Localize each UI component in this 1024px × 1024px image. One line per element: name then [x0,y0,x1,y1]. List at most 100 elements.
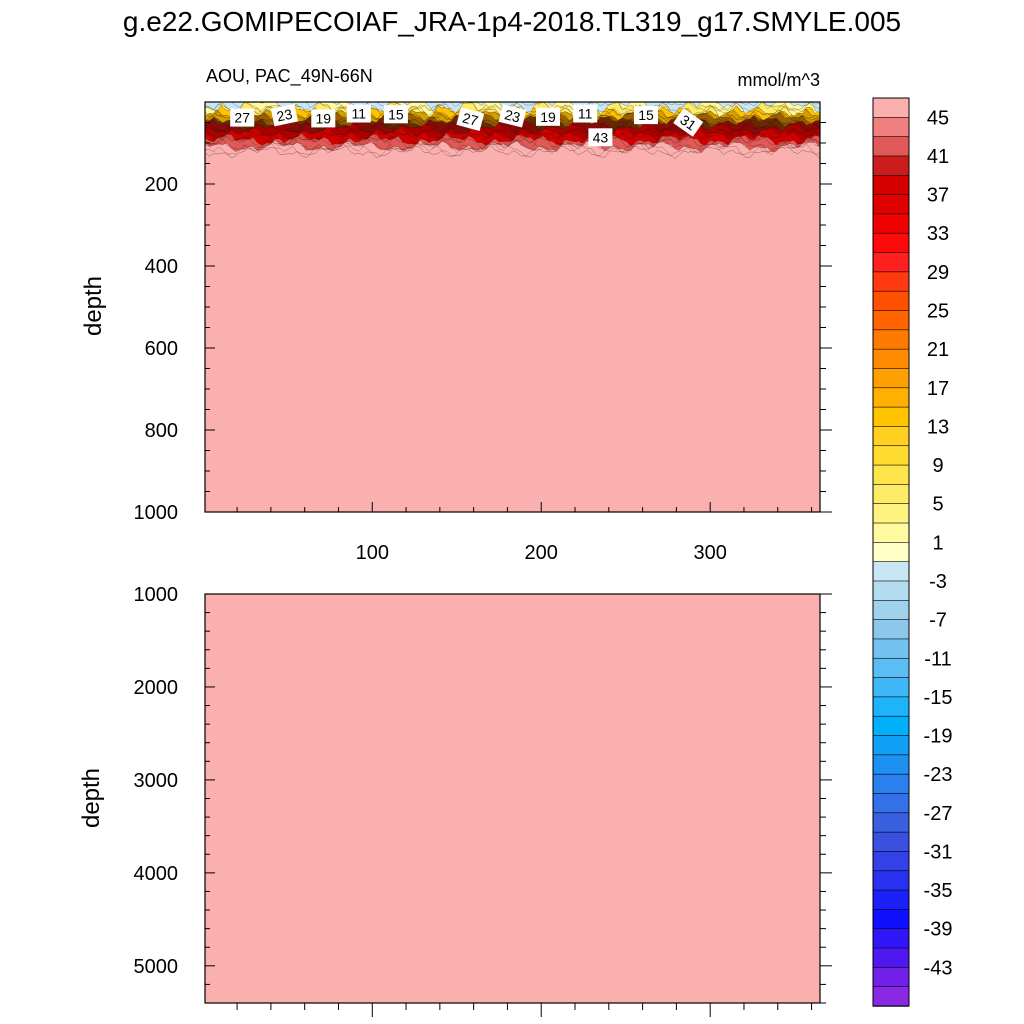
colorbar-swatch [872,329,910,350]
contour-label: 23 [270,103,299,127]
colorbar-swatch [872,155,910,176]
svg-text:27: 27 [234,110,250,126]
contour-label: 23 [498,104,527,128]
contour-label: 19 [536,107,560,126]
colorbar-swatch [872,445,910,466]
colorbar-label: -35 [924,880,953,902]
colorbar-swatch [872,426,910,447]
colorbar-label: -23 [924,764,953,786]
colorbar-label: -11 [924,648,951,670]
colorbar-swatch [872,599,910,621]
colorbar-label: 41 [927,146,949,168]
lower-y-axis-title: depth [78,768,105,828]
colorbar-swatch [872,657,910,679]
lower-plot-area [205,594,820,1003]
colorbar-label: 25 [927,301,949,323]
colorbar-swatch [872,387,910,408]
colorbar-swatch [872,773,910,795]
y-tick-label: 200 [145,174,178,196]
lower-x-axis [236,1003,813,1017]
contour-label: 11 [573,104,598,123]
upper-plot-area [205,102,820,512]
svg-text:19: 19 [316,110,332,126]
contour-line [205,134,820,150]
colorbar-swatch [872,619,910,640]
colorbar-label: 21 [927,339,949,361]
colorbar-swatch [872,117,910,138]
colorbar-swatch [872,252,910,273]
colorbar-swatch [872,889,910,911]
contour-label: 11 [346,104,371,123]
colorbar-label: -3 [929,571,947,593]
upper-y-axis-title: depth [80,276,107,336]
colorbar-swatch [872,986,910,1007]
colorbar-swatch [872,812,910,833]
svg-text:27: 27 [461,109,480,129]
lower-panel: 1000 2000 3000 4000 5000 depth [78,584,832,1017]
colorbar-swatch [872,213,910,234]
svg-text:23: 23 [503,106,522,125]
colorbar-swatch [872,542,910,563]
svg-text:11: 11 [578,106,593,122]
colorbar: 45 41 37 33 29 25 21 17 13 9 5 1 -3 -7 -11 -15 -19 -23 -27… [872,97,953,1007]
upper-contour-labels: 27 23 19 11 15 27 23 19 11 15 31 43 [230,103,704,147]
colorbar-label: 45 [927,107,949,129]
colorbar-label: -31 [924,841,953,863]
colorbar-swatch [872,735,910,756]
colorbar-swatch [872,136,910,157]
upper-y-axis: 200 400 600 800 1000 [134,122,832,524]
colorbar-label: 1 [932,532,943,554]
upper-variable-label: AOU, PAC_49N-66N [206,66,373,87]
colorbar-swatch [872,831,910,853]
chart-title: g.e22.GOMIPECOIAF_JRA-1p4-2018.TL319_g17… [122,6,902,37]
contour-line [205,130,820,148]
colorbar-label: -27 [924,803,953,825]
colorbar-swatch [872,580,910,601]
contour-label: 27 [456,107,485,131]
contour-label: 31 [673,108,704,137]
contour-line [205,102,820,118]
colorbar-label: 13 [927,416,949,438]
y-tick-label: 5000 [134,956,179,978]
colorbar-label: 9 [932,455,943,477]
contour-label: 43 [588,128,613,147]
contour-line [205,117,820,135]
colorbar-swatch [872,715,910,737]
colorbar-swatch [872,503,910,524]
contour-line [205,102,820,115]
colorbar-swatch [872,947,910,969]
x-tick-label: 100 [356,542,389,564]
colorbar-swatch [872,194,910,215]
upper-x-axis: 100 200 300 [236,502,813,564]
contour-line [205,137,820,154]
colorbar-swatch [872,851,910,872]
y-tick-label: 1000 [134,502,179,524]
colorbar-swatch [872,928,910,949]
contour-label: 15 [634,106,658,125]
contour-label: 27 [230,108,255,127]
contour-line [205,124,820,141]
y-tick-label: 400 [145,256,178,278]
contour-line [205,127,820,145]
y-tick-label: 800 [145,420,178,442]
colorbar-label: 17 [927,378,949,400]
colorbar-label: -39 [924,919,953,941]
y-tick-label: 1000 [134,584,179,606]
colorbar-label: -7 [929,610,947,632]
contour-label: 19 [311,109,336,128]
contour-line [205,121,820,138]
colorbar-swatch [872,561,910,582]
colorbar-swatch [872,677,910,698]
x-tick-label: 300 [693,542,726,564]
colorbar-label: -15 [924,687,953,709]
upper-panel: 27 23 19 11 15 27 23 19 11 15 31 43 200 400 600 800 100… [80,66,832,564]
contour-label: 15 [383,105,408,124]
colorbar-swatch [872,290,910,312]
colorbar-label: -19 [924,726,953,748]
colorbar-swatch [872,368,910,389]
y-tick-label: 2000 [134,677,179,699]
lower-y-axis: 1000 2000 3000 4000 5000 [134,584,832,1004]
colorbar-swatch [872,464,910,486]
colorbar-label: 37 [927,185,949,207]
